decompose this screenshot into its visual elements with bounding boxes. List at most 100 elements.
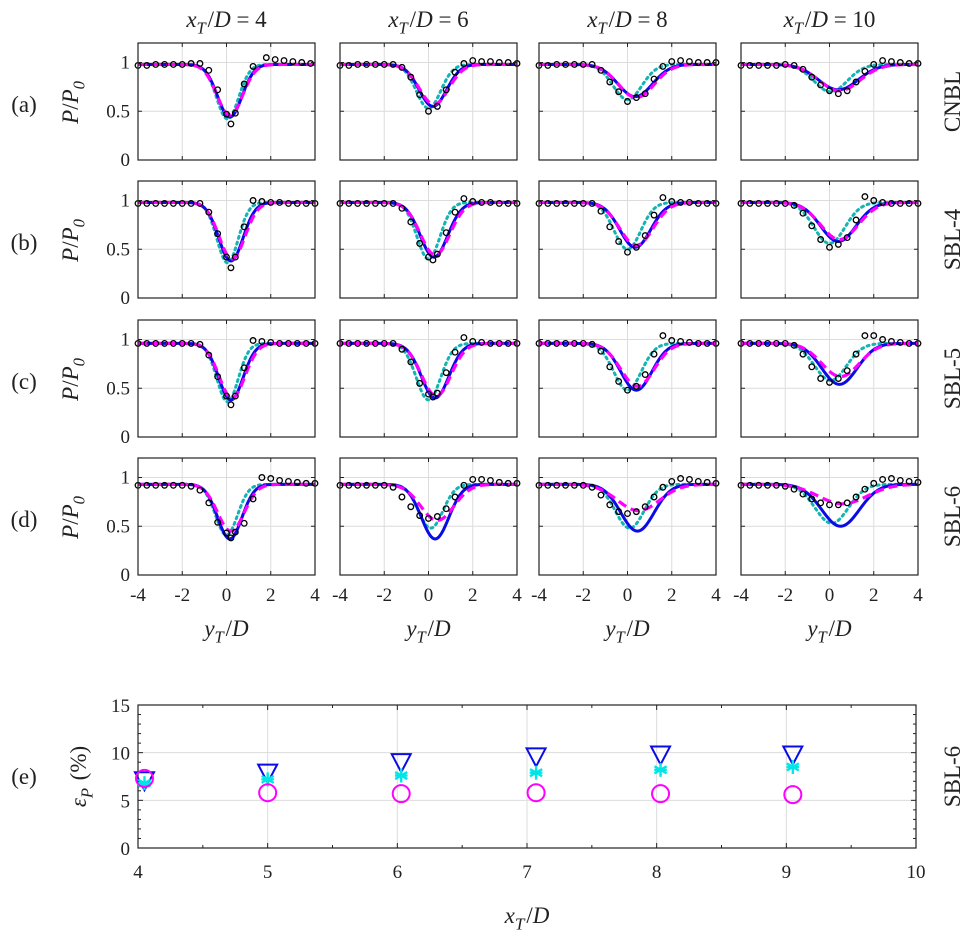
les-data-point: [345, 199, 353, 207]
les-data-point: [345, 339, 353, 347]
les-data-point: [478, 338, 486, 346]
les-data-point: [570, 339, 578, 347]
les-data-point: [363, 199, 370, 207]
les-data-point: [641, 90, 649, 98]
les-data-point: [817, 236, 825, 243]
les-data-point: [433, 102, 441, 110]
panel-side-label: SBL-6: [940, 746, 965, 807]
x-tick-label: -2: [376, 585, 392, 606]
les-data-point: [249, 337, 257, 344]
les-data-point: [799, 490, 807, 498]
x-tick-label: -4: [733, 585, 749, 606]
les-data-point: [650, 75, 658, 83]
side-label-group: SBL-6: [940, 746, 965, 807]
les-data-point: [606, 363, 614, 371]
panel-r1-c2: [336, 42, 521, 161]
les-data-point: [764, 199, 771, 207]
les-data-point: [354, 481, 362, 489]
les-data-point: [632, 382, 640, 390]
les-data-point: [597, 66, 605, 74]
y-tick-label: 15: [111, 696, 130, 717]
les-data-point: [345, 481, 353, 489]
les-data-point: [267, 338, 275, 346]
les-data-point: [469, 57, 477, 64]
panel-r2-c1: 00.51: [106, 180, 319, 309]
les-data-point: [227, 401, 235, 409]
panel-r4-c3: -4 -2 0 2 4 yT /D: [531, 457, 721, 646]
les-data-point: [451, 348, 459, 356]
les-data-point: [544, 61, 552, 69]
les-data-point: [169, 339, 177, 347]
les-data-point: [808, 363, 816, 371]
les-data-point: [416, 239, 424, 247]
panel-label: (e): [11, 764, 37, 789]
les-data-point: [371, 481, 379, 489]
les-data-point: [553, 481, 561, 489]
x-tick-label: -2: [777, 585, 793, 606]
les-data-point: [879, 198, 887, 206]
les-data-point: [478, 58, 486, 65]
les-data-point: [870, 479, 878, 487]
les-data-point: [276, 339, 284, 347]
x-tick-label: 0: [623, 585, 633, 606]
les-data-point: [442, 229, 450, 237]
les-data-point: [345, 61, 353, 69]
les-data-point: [553, 60, 561, 68]
les-data-point: [781, 482, 789, 490]
les-data-point: [161, 199, 168, 207]
panel-r3-c3: [535, 319, 720, 438]
les-data-point: [790, 341, 798, 349]
triangle-marker: [524, 747, 548, 769]
les-data-point: [354, 339, 362, 347]
les-data-point: [746, 481, 754, 489]
les-data-point: [487, 476, 494, 484]
les-data-point: [196, 340, 204, 348]
les-data-point: [196, 199, 204, 207]
les-data-point: [223, 392, 230, 400]
y-axis-label: P/P0: [58, 79, 88, 125]
les-data-point: [389, 483, 397, 491]
les-data-point: [433, 250, 441, 258]
les-data-point: [214, 86, 222, 94]
les-data-point: [169, 481, 177, 489]
les-data-point: [433, 389, 441, 397]
les-data-point: [615, 88, 623, 96]
les-data-point: [363, 60, 370, 68]
row-label: (a): [11, 92, 37, 117]
x-tick-label: -4: [332, 585, 348, 606]
les-data-point: [772, 339, 780, 347]
les-data-point: [285, 339, 292, 347]
y-tick-label: 1: [121, 330, 131, 351]
y-axis-label-group: εP (%): [66, 746, 96, 807]
les-data-point: [632, 508, 640, 516]
les-data-point: [879, 336, 887, 343]
les-data-point: [755, 339, 763, 347]
les-data-point: [579, 481, 587, 489]
les-data-point: [843, 87, 851, 95]
les-data-point: [354, 60, 362, 68]
les-data-point: [178, 481, 186, 489]
les-data-point: [302, 199, 310, 207]
les-data-point: [389, 199, 397, 207]
les-data-point: [280, 57, 288, 64]
les-data-point: [460, 481, 468, 489]
les-data-point: [298, 59, 306, 66]
x-tick-label: 9: [782, 862, 792, 883]
les-data-point: [641, 371, 649, 379]
row-label: (c): [11, 369, 37, 394]
les-data-point: [606, 223, 614, 231]
les-data-point: [469, 476, 477, 483]
les-data-point: [834, 375, 842, 382]
les-data-point: [668, 198, 676, 205]
column-title-2: xT /D = 6: [387, 7, 468, 37]
les-data-point: [451, 493, 459, 501]
x-tick-label: 2: [266, 585, 276, 606]
les-data-point: [258, 338, 266, 345]
les-data-point: [258, 474, 266, 481]
les-data-point: [407, 503, 415, 511]
x-tick-label: 4: [133, 862, 143, 883]
les-data-point: [764, 61, 771, 69]
les-data-point: [143, 339, 151, 347]
les-data-point: [668, 337, 676, 344]
les-data-point: [686, 58, 693, 65]
